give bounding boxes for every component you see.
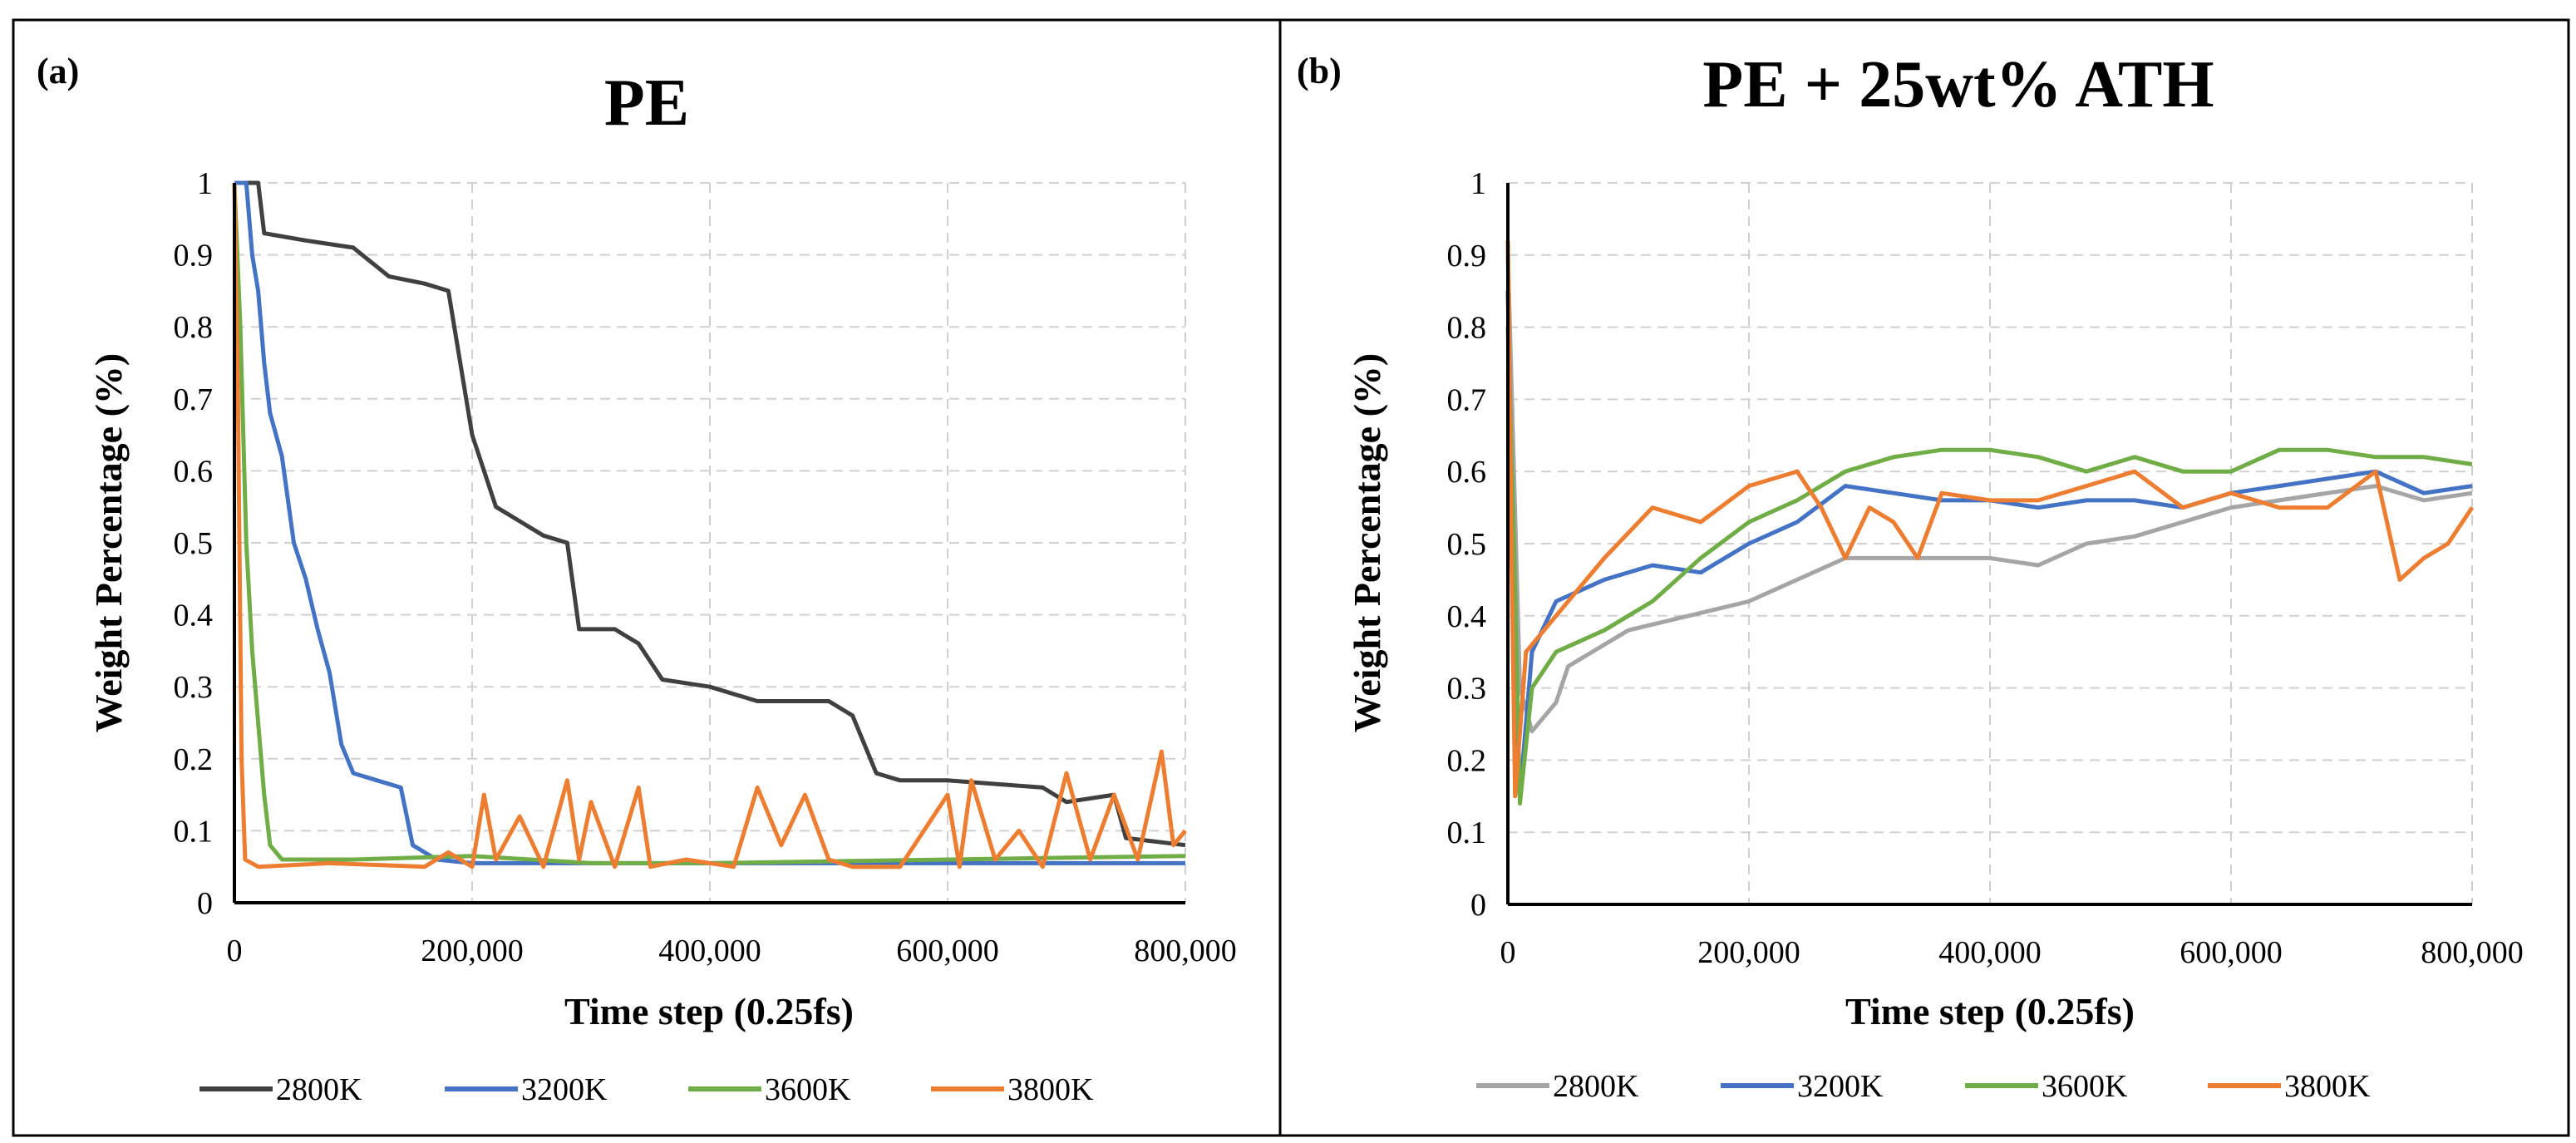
y-tick-label: 0.1 [1447, 815, 1487, 850]
x-tick-label: 600,000 [896, 934, 999, 968]
chart-title: PE + 25wt% ATH [1702, 48, 2214, 121]
panel-label: (b) [1297, 51, 1342, 91]
series-line-3600K [1505, 327, 2473, 806]
y-tick-label: 0.5 [174, 526, 214, 561]
y-tick-label: 0.7 [174, 382, 214, 417]
y-tick-label: 0.9 [1447, 239, 1487, 273]
x-tick-label: 600,000 [2180, 935, 2283, 970]
legend-label: 3600K [765, 1072, 851, 1107]
y-tick-label: 0.5 [1447, 527, 1487, 562]
legend-label: 2800K [276, 1072, 362, 1107]
x-tick-label: 200,000 [421, 934, 524, 968]
y-axis-label: Weight Percentage (%) [1346, 353, 1388, 732]
panel-a: (a) PE Time step (0.25fs) Weight Percent… [37, 51, 1237, 1107]
series-line-3800K [1505, 240, 2475, 799]
x-tick-label: 400,000 [1938, 935, 2042, 970]
series-line-3600K [232, 182, 1186, 865]
y-axis-label: Weight Percentage (%) [87, 353, 130, 732]
y-tick-label: 0.6 [1447, 455, 1487, 490]
y-tick-label: 0.4 [1447, 599, 1487, 634]
y-tick-label: 0.7 [1447, 382, 1487, 417]
y-tick-label: 1 [1470, 166, 1486, 201]
y-tick-label: 0.3 [174, 670, 214, 705]
legend-label: 2800K [1553, 1069, 1639, 1104]
series-line-3800K [232, 182, 1187, 870]
panel-label: (a) [37, 51, 79, 91]
legend-label: 3800K [2284, 1069, 2371, 1104]
x-axis-label: Time step (0.25fs) [564, 990, 854, 1032]
series-line-2800K [234, 180, 1186, 848]
x-tick-label: 200,000 [1697, 935, 1800, 970]
series-line-3200K [234, 180, 1185, 865]
y-tick-label: 0 [197, 886, 213, 921]
x-tick-label: 0 [1500, 935, 1516, 970]
y-tick-label: 0.9 [174, 239, 214, 273]
x-tick-label: 800,000 [2421, 935, 2524, 970]
legend-label: 3800K [1007, 1072, 1094, 1107]
x-tick-label: 800,000 [1134, 934, 1237, 968]
figure-border [12, 18, 2570, 1137]
y-tick-label: 0.3 [1447, 672, 1487, 707]
y-tick-label: 0 [1470, 888, 1486, 923]
legend-label: 3200K [521, 1072, 608, 1107]
legend-label: 3200K [1797, 1069, 1884, 1104]
y-tick-label: 0.4 [174, 599, 214, 633]
x-axis-label: Time step (0.25fs) [1845, 990, 2135, 1032]
y-tick-label: 1 [197, 166, 213, 201]
series-line-2800K [1505, 254, 2473, 734]
y-tick-label: 0.6 [174, 454, 214, 489]
series-line-3200K [1505, 291, 2473, 799]
y-tick-label: 0.8 [1447, 311, 1487, 346]
panel-b: (b) PE + 25wt% ATH Time step (0.25fs) We… [1297, 48, 2524, 1104]
x-tick-label: 0 [227, 934, 243, 968]
legend-label: 3600K [2042, 1069, 2128, 1104]
chart-title: PE [604, 67, 689, 140]
x-tick-label: 400,000 [658, 934, 761, 968]
y-tick-label: 0.2 [174, 742, 214, 777]
y-tick-label: 0.8 [174, 310, 214, 345]
y-tick-label: 0.1 [174, 814, 214, 849]
y-tick-label: 0.2 [1447, 743, 1487, 778]
